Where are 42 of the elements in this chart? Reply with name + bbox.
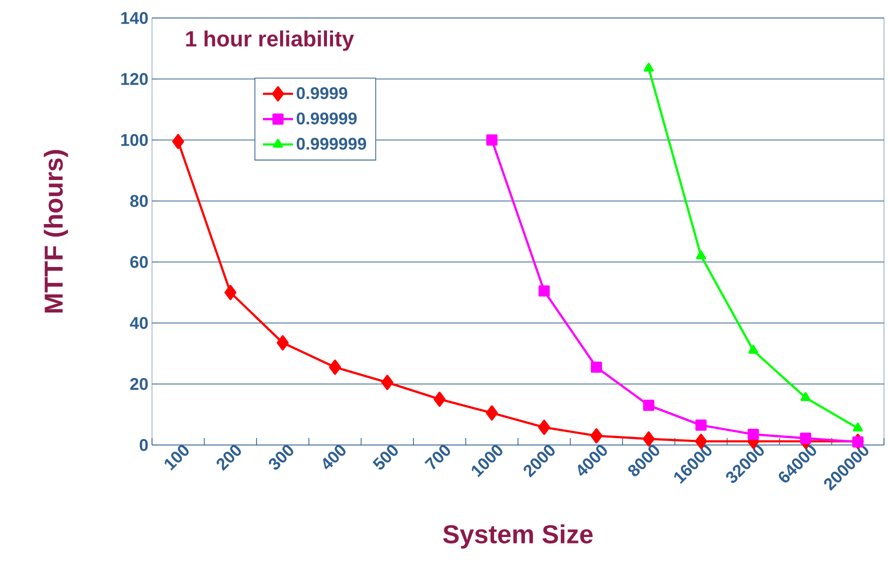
point xyxy=(224,284,236,300)
x-tick-label: 400 xyxy=(323,445,346,470)
legend-label: 0.999999 xyxy=(296,138,366,150)
x-axis-title: System Size xyxy=(443,524,593,549)
point xyxy=(172,134,184,150)
x-tick-label: 200 xyxy=(216,445,241,471)
point xyxy=(486,405,498,421)
text: 1 hour reliability xyxy=(186,30,354,51)
y-tick-label: 40 xyxy=(130,316,148,329)
point xyxy=(486,134,498,146)
point xyxy=(800,432,812,444)
y-tick-label: 120 xyxy=(121,72,148,85)
point xyxy=(644,62,654,72)
legend-label: 0.9999 xyxy=(296,87,348,100)
x-tick-label: 300 xyxy=(268,445,294,470)
point xyxy=(538,285,550,297)
point xyxy=(590,362,602,373)
point xyxy=(696,250,706,260)
point xyxy=(434,392,446,407)
x-tick-label: 500 xyxy=(372,445,398,470)
point xyxy=(800,392,811,402)
point xyxy=(381,374,394,390)
x-tick-label: 100 xyxy=(164,445,189,470)
y-tick-label: 20 xyxy=(130,378,148,390)
y-tick-label: 100 xyxy=(121,134,148,146)
y-tick-label: 60 xyxy=(130,256,148,268)
point xyxy=(695,420,707,431)
point xyxy=(643,400,654,411)
point xyxy=(748,344,758,354)
point xyxy=(748,428,759,440)
x-tick-label: 700 xyxy=(424,445,450,470)
point xyxy=(276,335,289,350)
point xyxy=(538,420,550,435)
point xyxy=(852,422,863,432)
y-tick-label: 140 xyxy=(121,12,148,24)
point xyxy=(329,360,341,375)
y-tick-label: 0 xyxy=(140,438,148,451)
y-axis-title: MTTF (hours) xyxy=(44,150,68,312)
point xyxy=(642,431,655,446)
y-tick-label: 80 xyxy=(130,194,148,207)
point xyxy=(590,428,602,444)
legend-label: 0.99999 xyxy=(296,112,357,124)
